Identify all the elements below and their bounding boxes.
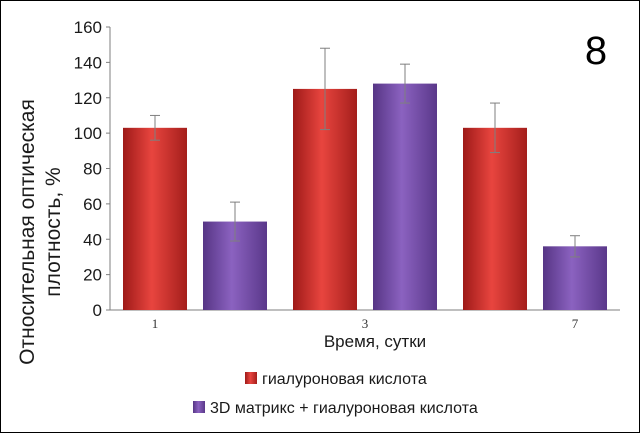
x-tick-labels: 1 3 7 — [152, 316, 579, 331]
error-bar-series-2-7 — [570, 235, 580, 258]
legend: гиалуроновая кислота 3D матрикс + гиалур… — [193, 371, 478, 417]
error-bar-series-2-1 — [230, 201, 240, 242]
bars — [123, 83, 607, 310]
y-axis-title-line-2: плотность, % — [42, 167, 65, 296]
y-tick-labels: 0 20 40 60 80 100 120 140 160 — [74, 18, 102, 320]
y-tick-label: 160 — [74, 18, 102, 37]
bar-series-2-3 — [373, 83, 437, 310]
x-axis-title: Время, сутки — [324, 332, 426, 351]
axes — [106, 26, 620, 311]
error-bar-series-1-3 — [320, 47, 330, 131]
legend-label-series-2: 3D матрикс + гиалуроновая кислота — [210, 400, 478, 417]
panel-label: 8 — [585, 29, 607, 73]
y-tick-label: 140 — [74, 53, 102, 72]
y-tick-label: 20 — [83, 266, 102, 285]
bar-series-1-7 — [463, 127, 527, 310]
x-tick-label: 1 — [152, 316, 159, 331]
y-axis-title-line-1: Относительная оптическая — [16, 99, 39, 365]
error-bar-series-1-7 — [490, 102, 500, 154]
y-tick-label: 60 — [83, 195, 102, 214]
legend-swatch-series-2 — [193, 401, 205, 413]
y-tick-label: 100 — [74, 124, 102, 143]
y-tick-label: 80 — [83, 160, 102, 179]
y-tick-label: 40 — [83, 230, 102, 249]
error-bars — [150, 47, 580, 258]
x-tick-label: 7 — [572, 316, 579, 331]
legend-swatch-series-1 — [245, 372, 257, 384]
x-tick-label: 3 — [362, 316, 369, 331]
y-axis-title: Относительная оптическая плотность, % — [16, 99, 65, 365]
y-tick-label: 0 — [93, 301, 102, 320]
error-bar-series-2-3 — [400, 63, 410, 104]
legend-label-series-1: гиалуроновая кислота — [262, 371, 427, 388]
bar-series-1-1 — [123, 127, 187, 310]
y-tick-label: 120 — [74, 89, 102, 108]
error-bar-series-1-1 — [150, 114, 160, 141]
